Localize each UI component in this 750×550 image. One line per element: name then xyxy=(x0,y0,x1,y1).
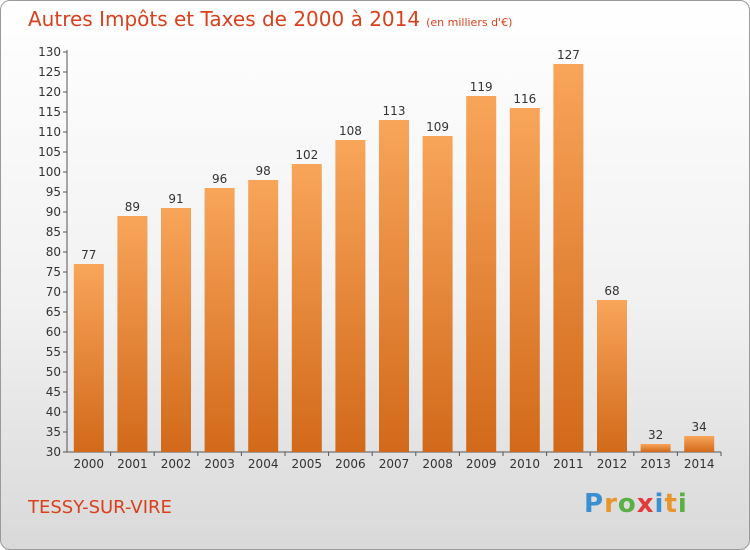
logo-letter: P xyxy=(584,489,605,519)
y-tick-label: 100 xyxy=(38,165,61,179)
y-tick-label: 50 xyxy=(46,365,61,379)
y-tick-label: 90 xyxy=(46,205,61,219)
x-tick-label: 2013 xyxy=(640,457,671,471)
bar-2013 xyxy=(640,444,671,452)
data-label-2004: 98 xyxy=(256,164,271,178)
y-tick-label: 60 xyxy=(46,325,61,339)
data-label-2005: 102 xyxy=(295,148,318,162)
chart-data-labels: 77 89 91 96 98 102 108 113 109 119 116 127 68 32 34 xyxy=(81,48,707,442)
chart-bars xyxy=(73,64,715,452)
x-tick-label: 2000 xyxy=(74,457,105,471)
bar-2006 xyxy=(335,140,366,452)
x-tick-label: 2014 xyxy=(684,457,715,471)
bar-2010 xyxy=(509,108,540,452)
chart-unit: (en milliers d'€) xyxy=(426,16,513,29)
bar-2003 xyxy=(204,188,235,452)
x-tick-label: 2007 xyxy=(379,457,410,471)
data-label-2007: 113 xyxy=(383,104,406,118)
data-label-2008: 109 xyxy=(426,120,449,134)
proxiti-logo: Proxiti xyxy=(584,489,688,519)
y-tick-label: 30 xyxy=(46,445,61,459)
chart-title: Autres Impôts et Taxes de 2000 à 2014 (en… xyxy=(28,7,512,31)
x-tick-label: 2003 xyxy=(204,457,235,471)
x-tick-label: 2004 xyxy=(248,457,279,471)
bar-2001 xyxy=(117,216,148,452)
logo-letter: o xyxy=(617,489,637,519)
bar-2012 xyxy=(597,300,627,452)
logo-letter: r xyxy=(604,489,618,519)
logo-letter: i xyxy=(654,489,665,519)
logo-letter: i xyxy=(677,489,688,519)
data-label-2012: 68 xyxy=(604,284,619,298)
bar-2000 xyxy=(73,264,104,452)
chart-title-text: Autres Impôts et Taxes de 2000 à 2014 xyxy=(28,7,421,31)
y-tick-label: 130 xyxy=(38,45,61,59)
y-tick-label: 80 xyxy=(46,245,61,259)
data-label-2003: 96 xyxy=(212,172,227,186)
bar-2005 xyxy=(291,164,322,452)
chart-axes: 30 35 40 45 50 55 60 65 70 75 80 85 90 95 100 105 110 115… xyxy=(38,45,722,471)
y-tick-label: 85 xyxy=(46,225,61,239)
x-tick-label: 2011 xyxy=(553,457,584,471)
data-label-2009: 119 xyxy=(470,80,493,94)
data-label-2010: 116 xyxy=(513,92,536,106)
y-tick-label: 125 xyxy=(38,65,61,79)
y-tick-label: 95 xyxy=(46,185,61,199)
bar-2002 xyxy=(161,208,191,452)
bar-2011 xyxy=(553,64,584,452)
data-label-2006: 108 xyxy=(339,124,362,138)
data-label-2002: 91 xyxy=(168,192,183,206)
y-tick-label: 75 xyxy=(46,265,61,279)
bar-2004 xyxy=(248,180,279,452)
y-tick-label: 120 xyxy=(38,85,61,99)
y-tick-label: 45 xyxy=(46,385,61,399)
x-tick-label: 2002 xyxy=(161,457,192,471)
data-label-2000: 77 xyxy=(81,248,96,262)
data-label-2001: 89 xyxy=(125,200,140,214)
y-tick-label: 70 xyxy=(46,285,61,299)
y-tick-label: 35 xyxy=(46,425,61,439)
x-tick-label: 2008 xyxy=(422,457,453,471)
logo-letter: x xyxy=(636,489,655,519)
x-tick-label: 2012 xyxy=(597,457,628,471)
y-tick-label: 105 xyxy=(38,145,61,159)
x-tick-label: 2005 xyxy=(292,457,323,471)
bar-2009 xyxy=(466,96,497,452)
x-tick-label: 2001 xyxy=(117,457,148,471)
data-label-2013: 32 xyxy=(648,428,663,442)
data-label-2014: 34 xyxy=(692,420,707,434)
data-label-2011: 127 xyxy=(557,48,580,62)
x-tick-label: 2010 xyxy=(510,457,541,471)
y-tick-label: 65 xyxy=(46,305,61,319)
y-tick-label: 55 xyxy=(46,345,61,359)
bar-2008 xyxy=(422,136,453,452)
y-tick-label: 110 xyxy=(38,125,61,139)
x-tick-label: 2009 xyxy=(466,457,497,471)
bar-2007 xyxy=(379,120,409,452)
bar-2014 xyxy=(684,436,715,452)
y-tick-label: 115 xyxy=(38,105,61,119)
logo-letter: t xyxy=(664,489,678,519)
commune-name: TESSY-SUR-VIRE xyxy=(28,497,172,518)
x-tick-label: 2006 xyxy=(335,457,366,471)
y-tick-label: 40 xyxy=(46,405,61,419)
